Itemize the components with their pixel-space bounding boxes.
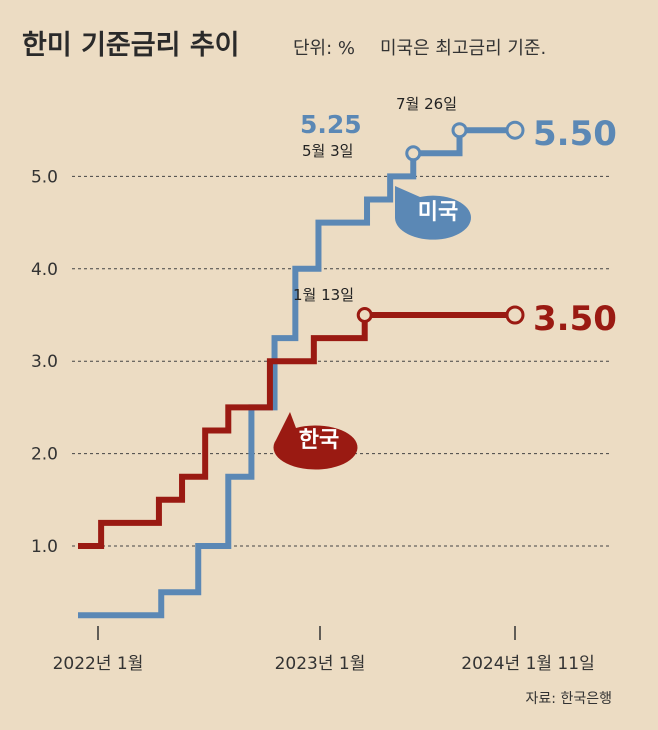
y-tick-label: 5.0: [31, 167, 58, 187]
x-tick-label: 2022년 1월: [53, 654, 144, 674]
chart-title: 한미 기준금리 추이: [22, 30, 240, 61]
y-tick-label: 1.0: [31, 537, 58, 557]
kr-bubble-label: 한국: [299, 428, 339, 453]
us-marker: [505, 120, 525, 140]
x-axis: 2022년 1월 2023년 1월 2024년 1월 11일: [53, 626, 595, 674]
unit-label: 단위: %: [293, 38, 355, 59]
us-peak-value: 5.25: [300, 110, 362, 139]
kr-end-value: 3.50: [533, 299, 617, 339]
grid: [72, 175, 612, 547]
kr-marker: [505, 305, 525, 325]
x-tick-label: 2023년 1월: [275, 654, 366, 674]
us-bubble-label: 미국: [418, 200, 458, 225]
y-tick-label: 3.0: [31, 352, 58, 372]
us-marker: [405, 145, 422, 162]
chart-note: 미국은 최고금리 기준.: [380, 38, 546, 59]
kr-bubble: 한국: [273, 412, 358, 470]
source-label: 자료: 한국은행: [526, 691, 612, 707]
y-tick-label: 2.0: [31, 445, 58, 465]
x-tick-label: 2024년 1월 11일: [461, 654, 594, 674]
us-marker: [451, 122, 468, 139]
kr-marker-jan-label: 1월 13일: [293, 286, 354, 304]
series-layer: [78, 120, 525, 619]
kr-marker: [356, 307, 373, 323]
y-axis: 1.0 2.0 3.0 4.0 5.0: [31, 167, 58, 557]
us-marker-jul-label: 7월 26일: [396, 95, 457, 113]
us-marker-may-label: 5월 3일: [302, 142, 353, 160]
kr-rate-line: [78, 312, 515, 549]
us-end-value: 5.50: [533, 114, 617, 154]
y-tick-label: 4.0: [31, 260, 58, 280]
us-bubble: 미국: [395, 186, 471, 240]
